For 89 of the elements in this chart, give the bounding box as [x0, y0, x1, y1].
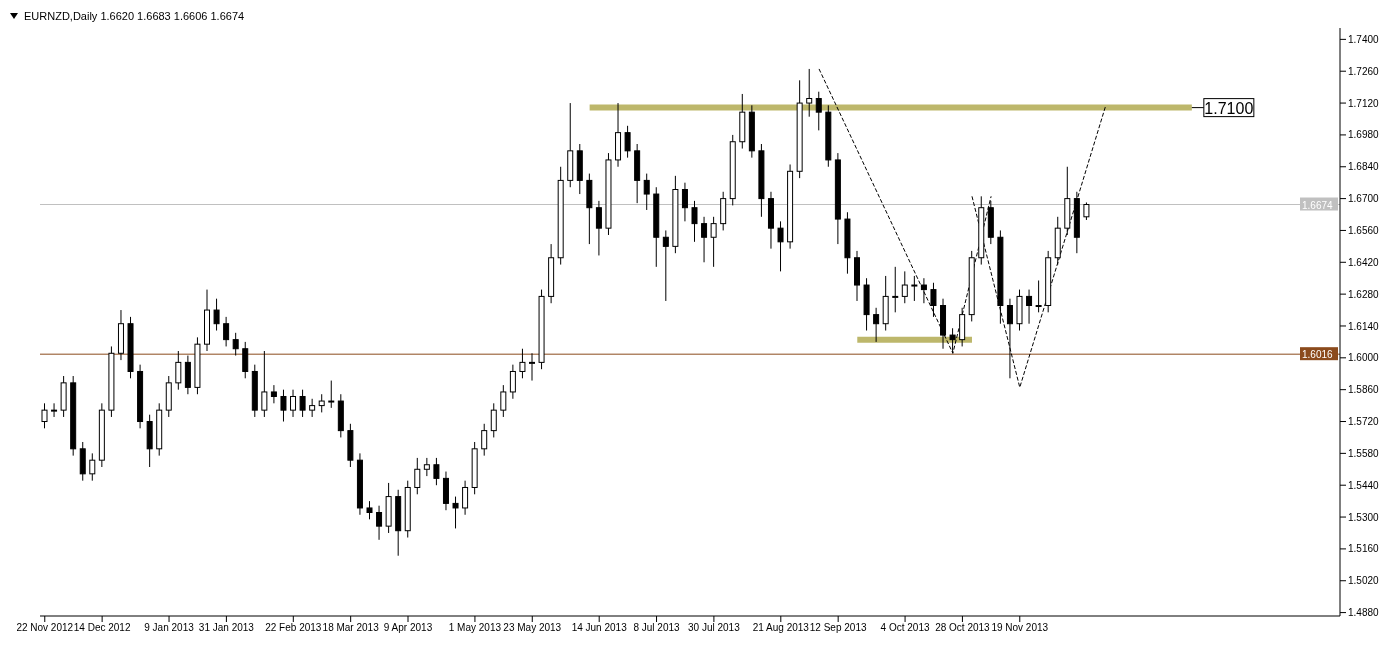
candlestick — [242, 341, 249, 379]
y-tick-label: 1.5300 — [1348, 511, 1380, 523]
candlestick — [892, 266, 899, 313]
candlestick — [452, 496, 459, 529]
candlestick — [223, 316, 230, 347]
y-tick-label: 1.5720 — [1348, 416, 1380, 428]
x-tick-label: 22 Feb 2013 — [265, 622, 322, 634]
candlestick — [519, 348, 526, 379]
candlestick — [41, 402, 48, 429]
candlestick — [681, 182, 688, 222]
y-tick-label: 1.7120 — [1348, 97, 1380, 109]
candlestick — [318, 393, 325, 413]
x-tick-label: 14 Jun 2013 — [571, 622, 628, 634]
candlestick — [51, 402, 58, 418]
y-tick-label: 1.5440 — [1348, 479, 1380, 491]
x-tick-label: 31 Jan 2013 — [198, 622, 255, 634]
x-tick-label: 30 Jul 2013 — [688, 622, 741, 634]
candlestick — [873, 307, 880, 343]
candlestick — [701, 216, 708, 263]
y-tick-label: 1.5160 — [1348, 543, 1380, 555]
series-label: 1.7100 — [1204, 99, 1254, 117]
y-tick-label: 1.6000 — [1348, 352, 1380, 364]
candlestick — [911, 275, 918, 302]
candlestick — [643, 173, 650, 211]
x-tick-label: 19 Nov 2013 — [991, 622, 1049, 634]
candlestick — [261, 350, 268, 418]
x-tick-label: 28 Oct 2013 — [935, 622, 991, 634]
x-tick-label: 12 Sep 2013 — [809, 622, 867, 634]
y-tick-label: 1.7400 — [1348, 33, 1380, 45]
y-tick-label: 1.6560 — [1348, 224, 1380, 236]
y-tick-label: 1.6840 — [1348, 161, 1380, 173]
y-tick-label: 1.6140 — [1348, 320, 1380, 332]
candlestick — [806, 68, 813, 118]
x-tick-label: 1 May 2013 — [448, 622, 502, 634]
candlestick — [481, 423, 488, 457]
candlestick — [270, 384, 277, 404]
candlestick — [1026, 289, 1033, 325]
candlestick — [930, 282, 937, 318]
y-tick-label: 1.6280 — [1348, 288, 1380, 300]
x-tick-label: 9 Jan 2013 — [144, 622, 195, 634]
candlestick — [290, 389, 297, 418]
x-tick-label: 21 Aug 2013 — [752, 622, 810, 634]
x-tick-label: 18 Mar 2013 — [322, 622, 380, 634]
candlestick — [213, 298, 220, 332]
y-tick-label: 1.5580 — [1348, 447, 1380, 459]
candlestick — [328, 380, 335, 409]
candlestick — [1006, 298, 1013, 379]
candlestick — [175, 350, 182, 391]
candlestick — [595, 200, 602, 256]
candlestick — [232, 332, 239, 357]
candlestick — [1035, 279, 1042, 313]
candlestick — [662, 229, 669, 302]
candlestick — [509, 364, 516, 400]
ref-line-label: 1.6674 — [1302, 199, 1334, 211]
candlestick — [710, 216, 717, 268]
y-tick-label: 1.6700 — [1348, 193, 1380, 205]
y-tick-label: 1.6980 — [1348, 129, 1380, 141]
x-tick-label: 9 Apr 2013 — [383, 622, 433, 634]
candlestick — [920, 277, 927, 304]
y-tick-label: 1.5020 — [1348, 575, 1380, 587]
candlestick — [691, 200, 698, 243]
chart-title: EURNZD,Daily 1.6620 1.6683 1.6606 1.6674 — [24, 10, 245, 22]
candlestick — [309, 398, 316, 418]
candlestick — [376, 505, 383, 541]
ref-line-label: 1.6016 — [1302, 349, 1334, 361]
x-tick-label: 22 Nov 2012 — [16, 622, 74, 634]
y-tick-label: 1.6420 — [1348, 256, 1380, 268]
y-tick-label: 1.5860 — [1348, 384, 1380, 396]
candlestick — [901, 270, 908, 304]
candlestick — [777, 220, 784, 272]
candlestick — [529, 352, 535, 382]
candlestick — [280, 389, 287, 423]
y-tick-label: 1.7260 — [1348, 65, 1380, 77]
candlestick — [500, 384, 507, 418]
candlestick — [624, 125, 631, 159]
x-tick-label: 23 May 2013 — [503, 622, 562, 634]
candlestick — [815, 91, 822, 131]
candlestick — [423, 457, 430, 477]
y-tick-label: 1.4880 — [1348, 607, 1380, 619]
candlestick — [462, 480, 469, 516]
candlestick — [89, 452, 96, 482]
candlestick — [366, 500, 373, 520]
x-tick-label: 8 Jul 2013 — [633, 622, 681, 634]
candlestick — [299, 389, 306, 418]
candlestick — [490, 402, 497, 438]
candlestick — [433, 457, 440, 486]
x-tick-label: 4 Oct 2013 — [880, 622, 930, 634]
x-tick-label: 14 Dec 2012 — [73, 622, 131, 634]
candlestick — [414, 457, 421, 495]
